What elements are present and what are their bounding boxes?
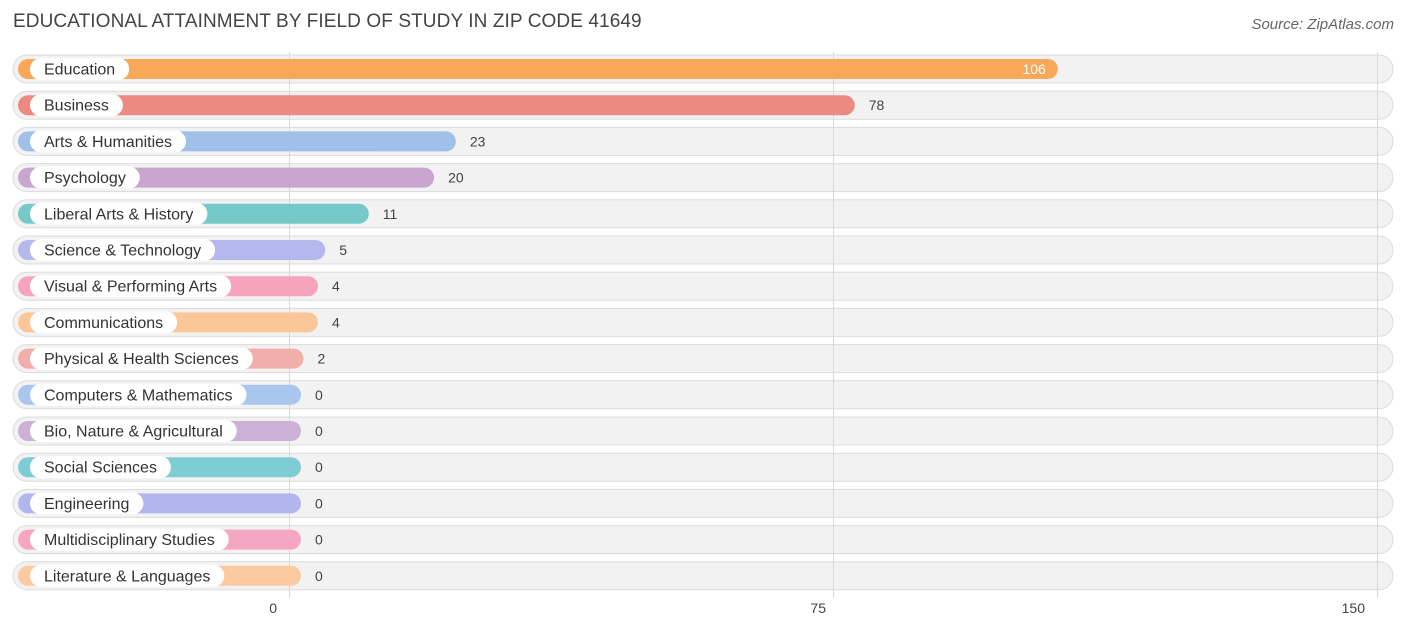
tick-label: 75 [810, 600, 826, 616]
category-label: Literature & Languages [44, 568, 210, 585]
value-label: 4 [332, 278, 340, 294]
bar-group: Liberal Arts & History 11 [18, 202, 398, 225]
category-pill [30, 239, 216, 261]
row-background [12, 380, 1394, 410]
value-label: 78 [869, 97, 885, 113]
tick-label: 150 [1342, 600, 1366, 616]
category-label: Multidisciplinary Studies [44, 532, 215, 549]
value-label: 2 [318, 351, 326, 367]
category-label: Bio, Nature & Agricultural [44, 424, 223, 441]
bar-group: Physical & Health Sciences 2 [18, 347, 326, 370]
value-label: 0 [315, 387, 323, 403]
row-background [12, 561, 1394, 591]
category-pill [30, 420, 237, 442]
row-background [12, 344, 1394, 374]
chart-source: Source: ZipAtlas.com [1251, 16, 1394, 33]
bar-group: Education 106 [18, 58, 1058, 80]
category-pill [30, 275, 232, 298]
value-label: 5 [339, 242, 347, 258]
category-label: Social Sciences [44, 460, 157, 477]
category-label: Visual & Performing Arts [44, 279, 217, 296]
bar-group: Arts & Humanities 23 [18, 130, 486, 153]
bar [18, 95, 855, 116]
category-label: Liberal Arts & History [44, 206, 193, 223]
row-background [12, 271, 1394, 301]
bar-group: Literature & Languages 0 [18, 564, 323, 587]
category-label: Computers & Mathematics [44, 387, 233, 404]
row-background [12, 488, 1394, 518]
category-pill [30, 311, 178, 334]
category-label: Science & Technology [44, 243, 201, 260]
bar-group: Communications 4 [18, 311, 340, 334]
bar-group: Bio, Nature & Agricultural 0 [18, 420, 323, 442]
bar-group: Science & Technology 5 [18, 239, 347, 261]
category-label: Arts & Humanities [44, 134, 172, 151]
category-label: Psychology [44, 170, 126, 187]
category-pill [30, 130, 187, 153]
value-label: 0 [315, 459, 323, 475]
category-pill [30, 528, 229, 551]
category-label: Communications [44, 315, 163, 332]
category-pill [30, 202, 208, 225]
category-pill [30, 456, 171, 479]
bar-group: Social Sciences 0 [18, 456, 323, 479]
value-label: 0 [315, 495, 323, 511]
category-pill [30, 492, 144, 515]
bar-group: Multidisciplinary Studies 0 [18, 528, 323, 551]
chart-title: EDUCATIONAL ATTAINMENT BY FIELD OF STUDY… [13, 11, 642, 32]
category-label: Physical & Health Sciences [44, 351, 239, 368]
value-label: 20 [448, 170, 464, 186]
bar-group: Psychology 20 [18, 166, 464, 189]
row-background [12, 307, 1394, 337]
row-background [12, 452, 1394, 482]
row-background [12, 416, 1394, 446]
bar-group: Business 78 [18, 94, 885, 117]
category-pill [30, 383, 247, 406]
row-background [12, 235, 1394, 265]
x-axis-ticks: 0 75 150 [269, 600, 1365, 616]
bar [18, 59, 1058, 79]
bar-group: Computers & Mathematics 0 [18, 383, 323, 406]
value-label: 0 [315, 568, 323, 584]
category-label: Engineering [44, 496, 129, 513]
value-label: 11 [383, 206, 398, 222]
row-background [12, 525, 1394, 555]
value-label: 4 [332, 314, 340, 330]
value-label: 23 [470, 133, 486, 149]
bar-group: Engineering 0 [18, 492, 323, 515]
category-pill [30, 94, 123, 117]
bar-group: Visual & Performing Arts 4 [18, 275, 340, 298]
value-label: 0 [315, 423, 323, 439]
value-label: 0 [315, 532, 323, 548]
category-pill [30, 58, 130, 80]
category-pill [30, 347, 253, 370]
category-pill [30, 564, 225, 587]
category-label: Business [44, 98, 109, 115]
tick-label: 0 [269, 600, 277, 616]
category-pill [30, 166, 140, 189]
value-label: 106 [1022, 61, 1046, 77]
category-label: Education [44, 62, 115, 79]
